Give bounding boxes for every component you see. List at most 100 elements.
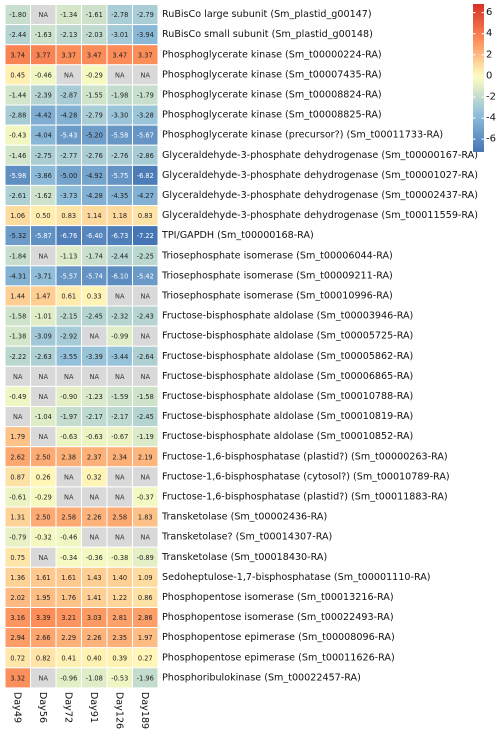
cell-value-label: -0.29 [86,71,103,79]
cell-value-label: 2.26 [87,514,102,522]
cell-value-label: -1.23 [86,393,103,401]
cell-value-label: -1.96 [137,674,154,682]
cell-value-label: -4.42 [35,112,52,120]
cell-value-label: -0.99 [111,333,128,341]
row-label: Phosphopentose isomerase (Sm_t00022493-R… [162,612,394,623]
cell-value-label: 1.40 [112,574,127,582]
cell-value-label: -2.43 [137,313,154,321]
row-label: Glyceraldehyde-3-phosphate dehydrogenase… [162,150,478,161]
row-labels: RuBisCo large subunit (Sm_plastid_g00147… [161,9,478,683]
cell-value-label: 0.75 [10,554,25,562]
cell-value-label: -5.42 [137,272,154,280]
cell-value-label: 1.95 [36,594,51,602]
cell-value-label: -0.32 [35,534,52,542]
cell-value-label: -0.63 [60,433,77,441]
cell-value-label: NA [115,71,125,79]
row-label: Phosphoglycerate kinase (Sm_t00000224-RA… [162,49,382,60]
cell-value-label: -2.45 [137,413,154,421]
legend-tick-label: -2 [486,91,496,102]
cell-value-label: NA [13,413,23,421]
cell-value-label: 0.45 [10,71,25,79]
cell-value-label: NA [141,292,151,300]
cell-value-label: 2.26 [87,634,102,642]
cell-value-label: -0.53 [111,674,128,682]
cell-value-label: -2.44 [111,252,128,260]
legend-tick-label: -4 [486,113,496,124]
cell-value-label: NA [64,373,74,381]
cell-value-label: -5.58 [111,132,128,140]
cell-value-label: 1.76 [61,594,76,602]
cell-value-label: NA [115,473,125,481]
row-label: Fructose-1,6-bisphosphatase (plastid?) (… [162,491,448,502]
row-label: Glyceraldehyde-3-phosphate dehydrogenase… [162,210,478,221]
legend-tick-label: 0 [486,70,492,81]
cell-value-label: -2.76 [86,152,103,160]
cell-value-label: -1.61 [86,11,103,19]
cell-value-label: 0.83 [138,212,153,220]
row-label: Sedoheptulose-1,7-bisphosphatase (Sm_t00… [162,572,431,583]
cell-value-label: -2.88 [9,112,26,120]
cell-value-label: NA [39,252,49,260]
cell-value-label: -4.92 [86,172,103,180]
cell-value-label: -1.55 [86,91,103,99]
cell-value-label: -2.25 [137,252,154,260]
row-label: Transketolase? (Sm_t00014307-RA) [161,532,332,543]
cell-value-label: -0.37 [137,493,154,501]
cell-value-label: -1.38 [9,333,26,341]
color-legend: 6 4 2 0 -2 -4 -6 [473,4,496,152]
row-label: RuBisCo small subunit (Sm_plastid_g00148… [162,29,373,40]
row-label: Fructose-1,6-bisphosphatase (cytosol?) (… [162,471,450,482]
cell-value-label: -2.63 [35,353,52,361]
row-label: Phosphopentose isomerase (Sm_t00013216-R… [162,592,394,603]
cell-value-label: 0.50 [36,212,51,220]
cell-value-label: -2.64 [137,353,154,361]
cell-value-label: 3.47 [112,51,127,59]
cell-value-label: -6.10 [111,272,128,280]
cell-value-label: 3.39 [36,614,51,622]
column-label: Day126 [113,692,124,729]
cell-value-label: -2.22 [9,353,26,361]
cell-value-label: 3.74 [10,51,25,59]
legend-tick-label: -6 [486,134,496,145]
row-label: Phosphoglycerate kinase (Sm_t00007435-RA… [162,69,382,80]
cell-value-label: NA [90,534,100,542]
cell-value-label: -3.28 [137,112,154,120]
cell-value-label: -1.04 [35,413,52,421]
legend-tick-label: 2 [486,49,492,60]
cell-value-label: -5.98 [9,172,26,180]
legend-color-bar [473,4,484,152]
row-label: Triosephosphate isomerase (Sm_t00010996-… [161,290,393,301]
cell-value-label: -3.86 [35,172,52,180]
cell-value-label: NA [90,493,100,501]
cell-value-label: -4.28 [86,192,103,200]
cell-value-label: -2.39 [35,91,52,99]
cell-value-label: -1.44 [9,91,26,99]
cell-value-label: -6.73 [111,232,128,240]
cell-value-label: -1.79 [137,91,154,99]
cell-value-label: 3.16 [10,614,25,622]
cell-value-label: 0.61 [61,292,76,300]
cell-value-label: -3.73 [60,192,77,200]
row-label: Fructose-bisphosphate aldolase (Sm_t0000… [162,351,413,362]
cell-value-label: -3.09 [35,333,52,341]
cell-value-label: -2.32 [111,313,128,321]
cell-value-label: -2.78 [111,11,128,19]
cell-value-label: -3.71 [35,272,52,280]
cell-value-label: 2.66 [36,634,51,642]
cell-value-label: -1.59 [111,393,128,401]
cell-value-label: 2.62 [10,453,25,461]
cell-value-label: -1.84 [9,252,26,260]
cell-value-label: -4.31 [9,272,26,280]
row-label: Phosphopentose epimerase (Sm_t00008096-R… [162,632,395,643]
cell-value-label: -1.13 [60,252,77,260]
cell-value-label: 3.37 [138,51,153,59]
cell-value-label: -2.79 [86,112,103,120]
cell-value-label: 0.40 [87,654,102,662]
column-labels: Day49 Day56 Day72 Day91 Day126 Day189 [11,692,150,729]
cell-value-label: NA [39,393,49,401]
cell-value-label: 3.32 [10,674,25,682]
cell-value-label: 1.22 [112,594,127,602]
cell-value-label: NA [39,373,49,381]
cell-value-label: 2.81 [112,614,127,622]
cell-value-label: 0.27 [138,654,153,662]
